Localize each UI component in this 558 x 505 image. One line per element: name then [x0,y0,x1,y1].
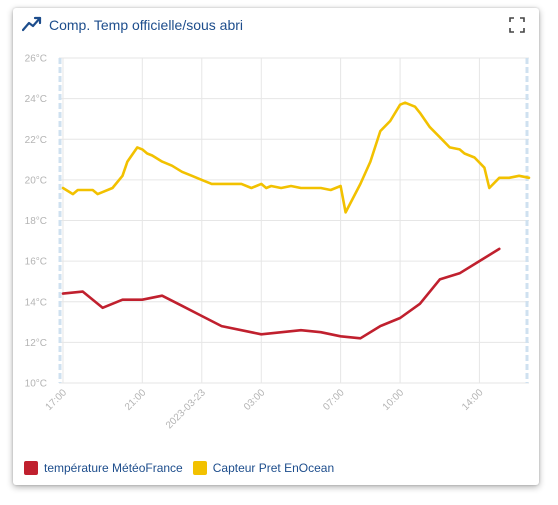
chart-legend: température MétéoFrance Capteur Pret EnO… [24,459,344,477]
series-line-capteur [61,101,531,214]
y-tick-label: 18°C [25,216,47,227]
chart-grid [59,57,529,384]
chart-edge-bands [58,58,529,383]
fullscreen-icon[interactable] [509,17,525,33]
line-chart-icon [22,16,42,32]
x-tick-label: 14:00 [460,387,486,413]
card-title: Comp. Temp officielle/sous abri [49,17,244,33]
x-tick-label: 07:00 [321,387,347,413]
legend-swatch-capteur [192,461,207,475]
y-tick-label: 20°C [25,175,47,186]
y-tick-label: 16°C [25,257,47,268]
legend-swatch-meteofrance [24,461,38,475]
legend-label-meteofrance: température MétéoFrance [44,461,183,475]
y-tick-label: 24°C [25,94,47,105]
x-tick-label: 17:00 [44,387,70,413]
x-tick-label: 03:00 [242,387,268,413]
y-tick-label: 26°C [25,54,47,65]
x-tick-label: 10:00 [381,387,407,413]
y-axis: 10°C 12°C 14°C 16°C 18°C 20°C 22°C 24°C 26°C [25,54,47,390]
card-header: Comp. Temp officielle/sous abri [13,8,539,42]
x-axis: 17:00 21:00 2023-03-23 03:00 07:00 10:00 14:00 [44,387,486,431]
legend-item-meteofrance[interactable]: température MétéoFrance [24,461,183,475]
legend-label-capteur: Capteur Pret EnOcean [212,461,335,475]
legend-item-capteur[interactable]: Capteur Pret EnOcean [192,461,335,475]
temperature-line-chart: 10°C 12°C 14°C 16°C 18°C 20°C 22°C 24°C 26°C 17:… [25,54,531,431]
y-tick-label: 12°C [25,338,47,349]
y-tick-label: 10°C [25,379,47,390]
x-tick-label: 21:00 [123,387,149,413]
chart-card: Comp. Temp officielle/sous abri 10°C 12°C… [13,8,539,485]
y-tick-label: 22°C [25,135,47,146]
y-tick-label: 14°C [25,297,47,308]
series-line-meteofrance [61,247,501,340]
x-tick-label: 2023-03-23 [164,387,208,431]
chart-series [61,101,531,340]
